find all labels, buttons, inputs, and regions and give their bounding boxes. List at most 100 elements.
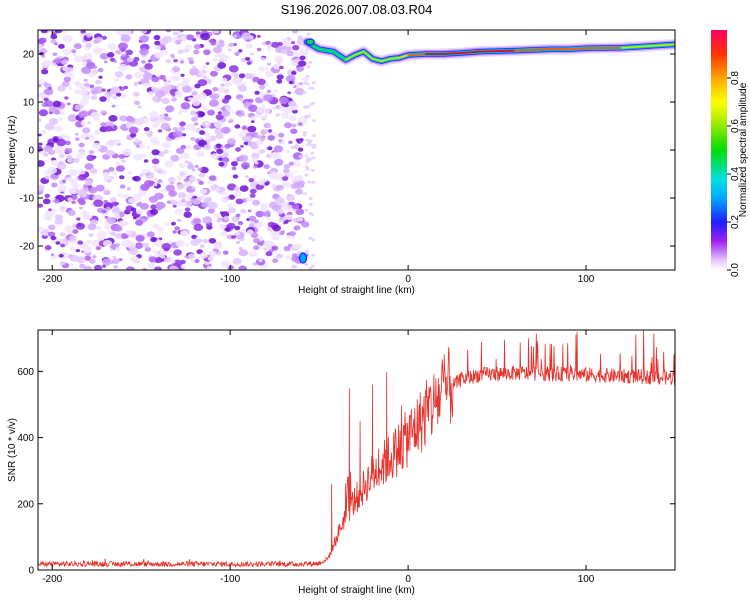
noise-speckle-dot — [97, 231, 106, 238]
noise-speckle-dot — [107, 217, 116, 224]
noise-speckle-dot — [268, 129, 273, 133]
spectrogram-y-tick-label: -20 — [20, 242, 35, 253]
noise-speckle-dot — [54, 199, 59, 203]
noise-speckle-dot — [184, 212, 192, 218]
noise-speckle-dot — [274, 56, 283, 63]
noise-speckle-dot — [36, 160, 45, 167]
noise-speckle-dot — [288, 101, 296, 107]
noise-speckle-dot — [199, 130, 205, 135]
noise-speckle-dot — [39, 143, 43, 146]
noise-speckle-dot — [178, 111, 183, 114]
noise-speckle-dot — [67, 103, 71, 106]
noise-speckle-dot — [250, 189, 257, 194]
noise-speckle-dot — [210, 71, 218, 77]
noise-speckle-dot — [154, 52, 162, 58]
noise-speckle-dot — [305, 209, 309, 212]
noise-speckle-dot — [220, 54, 229, 61]
noise-speckle-dot — [45, 176, 50, 180]
noise-speckle-dot — [110, 87, 120, 94]
noise-speckle-dot — [48, 149, 55, 155]
noise-speckle-dot — [191, 235, 197, 239]
noise-speckle-dot — [248, 210, 252, 213]
noise-speckle-dot — [303, 131, 307, 134]
noise-speckle-dot — [233, 158, 237, 161]
noise-speckle-dot — [311, 102, 315, 105]
noise-speckle-dot — [131, 208, 137, 212]
noise-speckle-dot — [107, 179, 112, 182]
noise-speckle-dot — [193, 218, 201, 224]
noise-speckle-dot — [86, 240, 92, 244]
noise-speckle-dot — [224, 144, 230, 149]
noise-speckle-dot — [53, 53, 57, 56]
noise-speckle-dot — [311, 87, 315, 90]
noise-speckle-dot — [236, 111, 242, 115]
noise-speckle-dot — [86, 155, 94, 161]
noise-speckle-dot — [250, 53, 254, 56]
noise-speckle-dot — [286, 235, 291, 238]
noise-speckle-dot — [63, 35, 73, 42]
noise-speckle-dot — [246, 197, 253, 202]
noise-speckle-dot — [170, 200, 177, 205]
noise-speckle-dot — [214, 121, 223, 128]
noise-speckle-dot — [215, 54, 219, 57]
noise-speckle-dot — [261, 57, 266, 61]
noise-speckle-dot — [305, 166, 309, 169]
noise-speckle-dot — [43, 60, 53, 67]
colorbar-label: Normalized spectral amplitude — [738, 82, 749, 217]
noise-speckle-dot — [134, 101, 140, 106]
noise-speckle-dot — [44, 100, 53, 107]
noise-speckle-dot — [186, 145, 192, 149]
noise-speckle-dot — [265, 41, 271, 45]
noise-speckle-dot — [114, 213, 120, 218]
noise-speckle-dot — [78, 174, 87, 180]
noise-speckle-dot — [133, 154, 142, 161]
noise-speckle-dot — [146, 216, 150, 219]
noise-speckle-dot — [301, 221, 309, 227]
noise-speckle-dot — [274, 145, 283, 152]
noise-speckle-dot — [245, 73, 253, 79]
noise-speckle-dot — [127, 187, 131, 190]
noise-speckle-dot — [246, 43, 253, 48]
noise-speckle-dot — [74, 81, 81, 86]
snr-x-tick-label: -200 — [42, 574, 62, 585]
noise-speckle-dot — [178, 163, 183, 167]
noise-speckle-dot — [185, 45, 193, 51]
noise-speckle-dot — [287, 91, 291, 94]
noise-speckle-dot — [289, 81, 293, 84]
noise-speckle-dot — [134, 82, 139, 86]
noise-speckle-dot — [107, 43, 116, 50]
noise-speckle-dot — [48, 208, 52, 211]
noise-speckle-dot — [93, 39, 99, 44]
noise-speckle-dot — [241, 162, 250, 169]
noise-speckle-dot — [147, 231, 155, 237]
noise-speckle-dot — [70, 255, 79, 262]
noise-speckle-dot — [94, 129, 100, 133]
noise-speckle-dot — [307, 65, 311, 68]
noise-speckle-dot — [265, 67, 269, 70]
noise-speckle-dot — [53, 138, 59, 142]
noise-speckle-dot — [263, 130, 267, 133]
spectrogram-x-tick-label: -200 — [42, 274, 62, 285]
noise-speckle-dot — [298, 61, 306, 67]
noise-speckle-dot — [312, 181, 316, 184]
noise-speckle-dot — [221, 127, 230, 134]
noise-speckle-dot — [307, 181, 311, 184]
noise-speckle-dot — [303, 106, 307, 109]
noise-speckle-dot — [106, 207, 111, 211]
noise-speckle-dot — [54, 218, 63, 225]
noise-speckle-dot — [122, 194, 129, 199]
noise-speckle-dot — [41, 130, 47, 135]
noise-speckle-dot — [114, 78, 119, 82]
noise-speckle-dot — [242, 136, 247, 140]
noise-speckle-dot — [258, 66, 265, 71]
noise-speckle-dot — [152, 250, 157, 253]
noise-speckle-dot — [102, 113, 106, 116]
noise-speckle-dot — [249, 178, 255, 182]
spectrogram-y-tick-label: 10 — [23, 98, 35, 109]
noise-speckle-dot — [309, 61, 313, 64]
noise-speckle-dot — [36, 186, 44, 192]
noise-speckle-dot — [233, 191, 241, 197]
snr-plot-area — [38, 330, 675, 570]
